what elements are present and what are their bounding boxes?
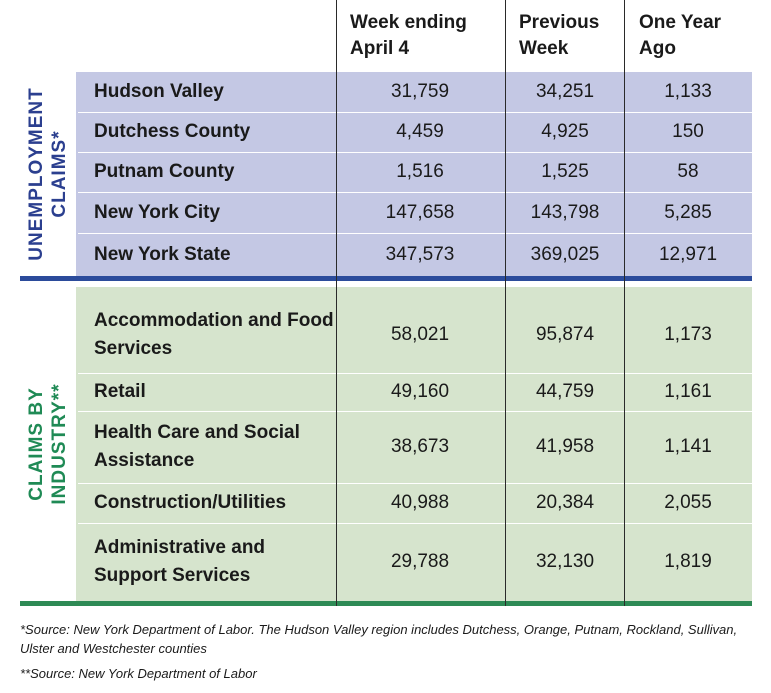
value-week-ending: 58,021 (390, 323, 450, 345)
header-week-ending: Week ending April 4 (350, 12, 467, 59)
value-week-ending: 347,573 (385, 243, 455, 265)
unemployment-title-line2: CLAIMS* (49, 130, 70, 218)
value-week-ending: 40,988 (390, 492, 450, 513)
row-label: New York State (94, 243, 231, 265)
row-label: Hudson Valley (94, 81, 224, 102)
table-row: Health Care and Social Assistance 38,673… (78, 411, 752, 483)
column-divider (505, 0, 506, 606)
row-label: New York City (94, 201, 221, 223)
industry-section-band (20, 287, 752, 601)
industry-title-line1: CLAIMS BY (26, 387, 47, 501)
value-previous-week: 44,759 (535, 381, 595, 402)
value-previous-week: 20,384 (535, 492, 595, 513)
footnote-1: *Source: New York Department of Labor. T… (20, 622, 738, 656)
value-previous-week: 4,925 (541, 121, 589, 142)
footnote-2: **Source: New York Department of Labor (20, 666, 257, 681)
value-one-year-ago: 58 (677, 161, 699, 182)
header-previous-week: Previous Week (519, 12, 600, 59)
row-label: Putnam County (94, 161, 235, 182)
value-previous-week: 34,251 (535, 81, 595, 102)
header-one-year-ago: One Year Ago (639, 12, 722, 59)
column-headers: Week ending April 4 Previous Week One Ye… (0, 0, 771, 72)
value-week-ending: 38,673 (390, 436, 450, 457)
value-one-year-ago: 1,161 (664, 381, 712, 402)
value-one-year-ago: 2,055 (664, 492, 712, 513)
row-divider (78, 373, 752, 374)
value-week-ending: 29,788 (390, 551, 450, 572)
row-divider (78, 411, 752, 412)
row-label: Health Care and Social Assistance (94, 422, 300, 471)
value-previous-week: 95,874 (535, 323, 595, 345)
value-week-ending: 4,459 (396, 121, 444, 142)
industry-title-line2: INDUSTRY** (49, 383, 70, 505)
row-label: Accommodation and Food Services (94, 309, 334, 359)
table-row: New York City 147,658 143,798 5,285 (78, 192, 752, 233)
value-one-year-ago: 1,141 (664, 436, 712, 457)
column-divider (624, 0, 625, 606)
table-row: Accommodation and Food Services 58,021 9… (78, 296, 752, 373)
unemployment-section-rule (20, 276, 752, 281)
table-row: Construction/Utilities 40,988 20,384 2,0… (78, 483, 752, 523)
value-week-ending: 1,516 (396, 161, 444, 182)
row-label: Construction/Utilities (94, 492, 287, 513)
row-divider (78, 233, 752, 234)
value-week-ending: 31,759 (390, 81, 450, 102)
unemployment-section-band (20, 72, 752, 276)
row-divider (78, 523, 752, 524)
row-divider (78, 483, 752, 484)
row-label: Retail (94, 381, 146, 402)
value-one-year-ago: 5,285 (664, 201, 712, 223)
value-previous-week: 1,525 (541, 161, 589, 182)
row-divider (78, 192, 752, 193)
row-divider (78, 152, 752, 153)
value-previous-week: 369,025 (530, 243, 600, 265)
unemployment-title-line1: UNEMPLOYMENT (26, 87, 47, 261)
column-divider (336, 0, 337, 606)
value-one-year-ago: 1,819 (664, 551, 712, 572)
table-row: Hudson Valley 31,759 34,251 1,133 (78, 72, 752, 112)
value-previous-week: 41,958 (535, 436, 595, 457)
value-one-year-ago: 1,133 (664, 81, 712, 102)
table-row: Putnam County 1,516 1,525 58 (78, 152, 752, 192)
row-label: Dutchess County (94, 121, 251, 142)
value-week-ending: 147,658 (385, 201, 455, 223)
row-label: Administrative and Support Services (94, 537, 266, 586)
row-divider (78, 112, 752, 113)
industry-section-label: CLAIMS BY INDUSTRY** (20, 287, 76, 601)
table-row: New York State 347,573 369,025 12,971 (78, 233, 752, 276)
value-one-year-ago: 12,971 (658, 243, 718, 265)
value-week-ending: 49,160 (390, 381, 450, 402)
value-previous-week: 143,798 (530, 201, 600, 223)
table-row: Retail 49,160 44,759 1,161 (78, 373, 752, 411)
table-row: Administrative and Support Services 29,7… (78, 523, 752, 601)
table-row: Dutchess County 4,459 4,925 150 (78, 112, 752, 152)
industry-section-rule (20, 601, 752, 606)
value-one-year-ago: 150 (672, 121, 704, 142)
unemployment-section-label: UNEMPLOYMENT CLAIMS* (20, 72, 76, 276)
value-one-year-ago: 1,173 (664, 323, 712, 345)
value-previous-week: 32,130 (535, 551, 595, 572)
